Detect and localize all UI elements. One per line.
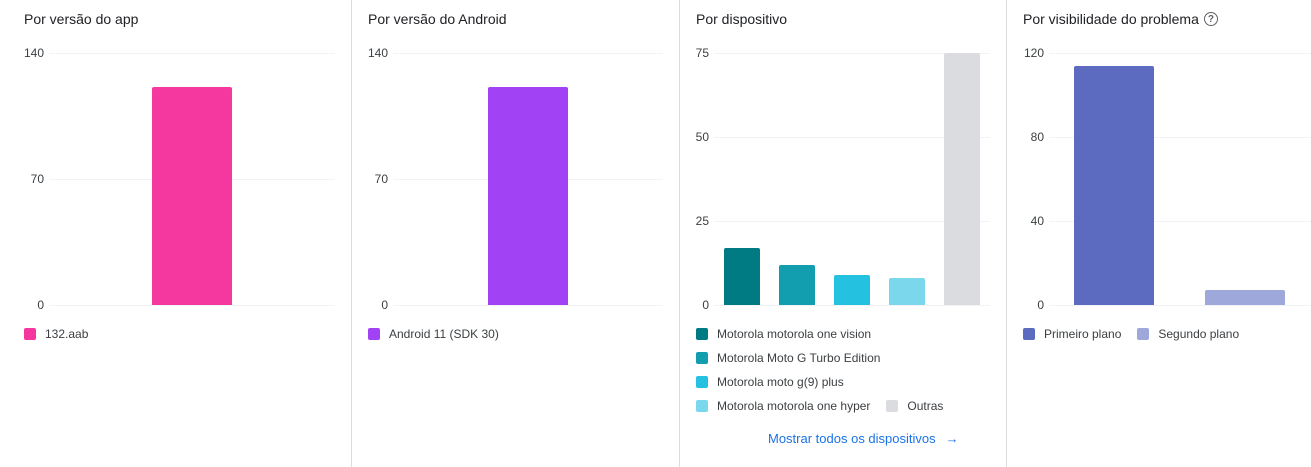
legend: 132.aab [24, 322, 88, 346]
y-tick: 140 [23, 46, 44, 60]
bar-moto-g9-plus[interactable] [834, 275, 870, 305]
legend-swatch [886, 400, 899, 412]
legend-item[interactable]: Segundo plano [1137, 322, 1239, 346]
legend-item[interactable]: Android 11 (SDK 30) [368, 322, 499, 346]
show-all-devices-link[interactable]: Mostrar todos os dispositivos → [768, 431, 959, 446]
legend-swatch [1023, 328, 1035, 340]
legend-item[interactable]: Primeiro plano [1023, 322, 1121, 346]
y-tick: 50 [695, 130, 709, 144]
y-tick: 25 [695, 214, 709, 228]
card-title: Por dispositivo [696, 11, 788, 27]
plot-area [714, 53, 990, 306]
legend-swatch [24, 328, 36, 340]
y-tick: 0 [1037, 298, 1044, 312]
card-app-version: Por versão do app 140 70 0 132.aab [0, 0, 352, 467]
bar-132-aab[interactable] [152, 87, 232, 305]
legend-item[interactable]: Outras [886, 394, 943, 418]
y-tick: 0 [702, 298, 709, 312]
bar-android-11[interactable] [488, 87, 568, 305]
plot-area [49, 53, 335, 306]
card-android-version: Por versão do Android 140 70 0 Android 1… [352, 0, 680, 467]
y-tick: 140 [367, 46, 388, 60]
card-title: Por versão do app [24, 11, 139, 27]
legend-swatch [696, 352, 708, 364]
y-tick: 40 [1030, 214, 1044, 228]
arrow-right-icon: → [945, 431, 959, 446]
legend-item[interactable]: Motorola motorola one vision [696, 322, 943, 346]
legend-item[interactable]: Motorola Moto G Turbo Edition [696, 346, 943, 370]
y-tick: 75 [695, 46, 709, 60]
y-tick: 70 [30, 172, 44, 186]
bar-outras[interactable] [944, 53, 980, 305]
card-visibility: Por visibilidade do problema ? 120 80 40… [1007, 0, 1311, 467]
y-tick: 0 [37, 298, 44, 312]
legend-item[interactable]: Motorola moto g(9) plus [696, 370, 943, 394]
legend: Motorola motorola one vision Motorola Mo… [696, 322, 943, 418]
legend-swatch [696, 400, 708, 412]
legend: Primeiro plano Segundo plano [1023, 322, 1239, 346]
y-tick: 70 [374, 172, 388, 186]
legend-swatch [1137, 328, 1150, 340]
card-device: Por dispositivo 75 50 25 0 Motorola moto… [680, 0, 1007, 467]
bar-one-hyper[interactable] [889, 278, 925, 305]
bar-one-vision[interactable] [724, 248, 760, 305]
y-tick: 0 [381, 298, 388, 312]
card-title: Por versão do Android [368, 11, 507, 27]
bar-segundo-plano[interactable] [1205, 290, 1285, 305]
legend-item[interactable]: 132.aab [24, 322, 88, 346]
card-title: Por visibilidade do problema ? [1023, 11, 1218, 27]
help-icon[interactable]: ? [1203, 12, 1218, 26]
bar-primeiro-plano[interactable] [1074, 66, 1154, 305]
plot-area [393, 53, 663, 306]
legend-swatch [696, 376, 708, 388]
legend-swatch [696, 328, 708, 340]
bar-moto-g-turbo[interactable] [779, 265, 815, 305]
legend: Android 11 (SDK 30) [368, 322, 499, 346]
legend-swatch [368, 328, 380, 340]
legend-item[interactable]: Motorola motorola one hyper [696, 394, 870, 418]
y-tick: 120 [1023, 46, 1044, 60]
plot-area [1049, 53, 1311, 306]
y-tick: 80 [1030, 130, 1044, 144]
